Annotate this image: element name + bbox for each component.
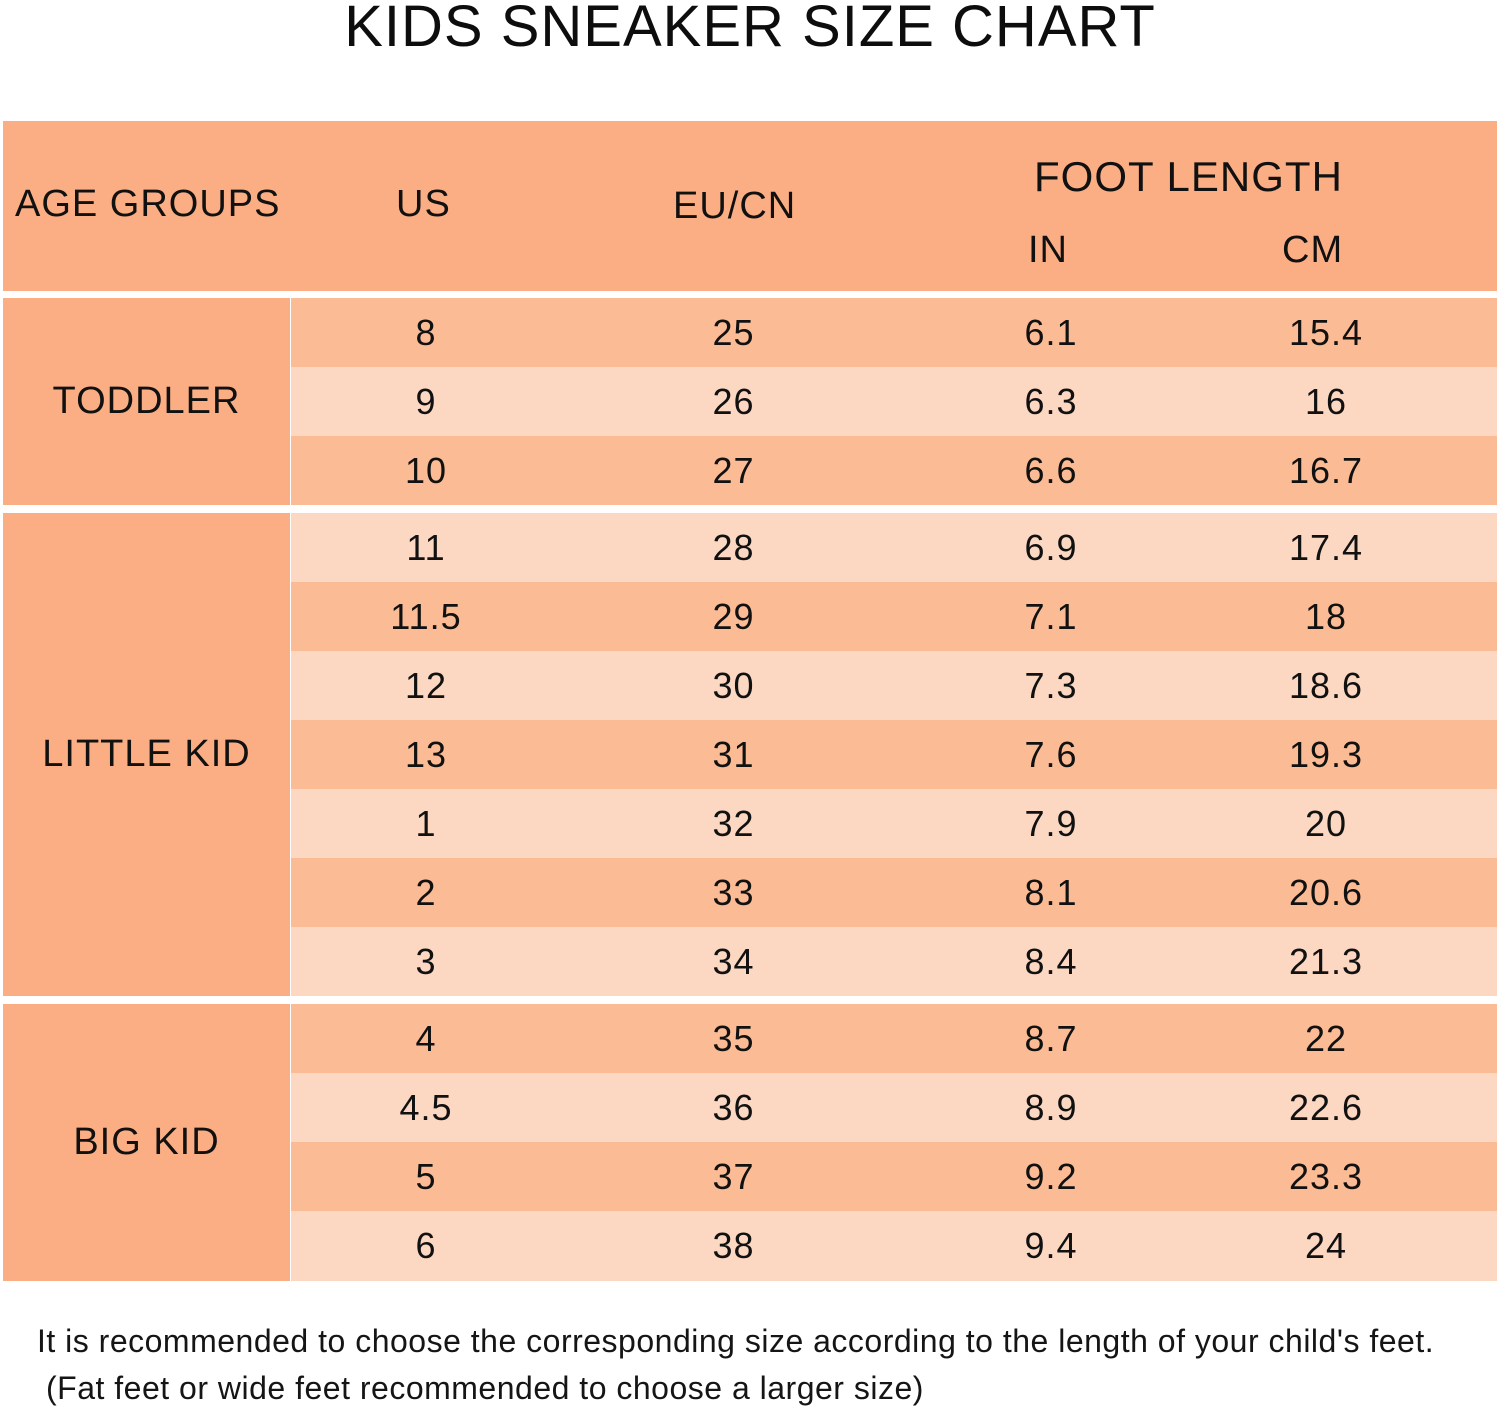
table-row: 12 30 7.3 18.6 — [291, 651, 1497, 720]
table-row: 4 35 8.7 22 — [291, 1004, 1497, 1073]
cell-cm: 23.3 — [1288, 1155, 1364, 1197]
header-foot-length: FOOT LENGTH — [1034, 153, 1343, 200]
table-row: 6 38 9.4 24 — [291, 1211, 1497, 1281]
header-age-groups: AGE GROUPS — [15, 183, 281, 225]
cell-us: 2 — [415, 871, 437, 913]
cell-eu: 37 — [712, 1155, 755, 1197]
group-toddler-label: TODDLER — [52, 380, 241, 422]
group-toddler: TODDLER — [3, 298, 290, 505]
cell-us: 8 — [415, 311, 437, 353]
cell-cm: 18.6 — [1288, 664, 1364, 706]
cell-eu: 38 — [712, 1225, 755, 1266]
cell-in: 8.9 — [1024, 1086, 1078, 1128]
cell-eu: 31 — [712, 733, 755, 775]
cell-us: 3 — [415, 940, 437, 982]
wide-feet-note: (Fat feet or wide feet recommended to ch… — [46, 1370, 924, 1406]
table-row: 9 26 6.3 16 — [291, 367, 1497, 436]
cell-eu: 34 — [712, 940, 755, 982]
cell-in: 6.6 — [1024, 449, 1078, 491]
cell-cm: 15.4 — [1288, 311, 1364, 353]
cell-eu: 25 — [712, 311, 755, 353]
cell-us: 11 — [406, 526, 446, 568]
cell-in: 6.1 — [1024, 311, 1078, 353]
cell-us: 9 — [415, 380, 437, 422]
cell-us: 11.5 — [390, 595, 462, 637]
cell-cm: 16.7 — [1288, 449, 1364, 491]
cell-in: 9.4 — [1024, 1225, 1078, 1266]
cell-us: 13 — [404, 733, 448, 775]
cell-eu: 28 — [712, 526, 755, 568]
cell-in: 7.9 — [1024, 802, 1078, 844]
cell-in: 7.3 — [1024, 664, 1078, 706]
cell-in: 7.1 — [1024, 595, 1078, 637]
cell-in: 7.6 — [1024, 733, 1078, 775]
cell-eu: 32 — [712, 802, 755, 844]
cell-us: 5 — [415, 1155, 437, 1197]
cell-cm: 18 — [1304, 595, 1348, 637]
cell-eu: 33 — [712, 871, 755, 913]
cell-us: 4 — [415, 1017, 437, 1059]
cell-eu: 30 — [712, 664, 755, 706]
cell-cm: 21.3 — [1288, 940, 1364, 982]
cell-cm: 16 — [1304, 380, 1348, 422]
cell-eu: 26 — [712, 380, 755, 422]
cell-cm: 20.6 — [1288, 871, 1364, 913]
cell-us: 12 — [404, 664, 448, 706]
table-row: 13 31 7.6 19.3 — [291, 720, 1497, 789]
cell-in: 8.1 — [1024, 871, 1078, 913]
cell-us: 1 — [415, 802, 437, 844]
cell-cm: 22 — [1304, 1017, 1348, 1059]
cell-cm: 24 — [1304, 1225, 1348, 1266]
header-eu-cn: EU/CN — [673, 185, 797, 227]
cell-cm: 22.6 — [1288, 1086, 1364, 1128]
page-title: KIDS SNEAKER SIZE CHART — [344, 0, 1156, 59]
cell-in: 8.4 — [1024, 940, 1078, 982]
cell-cm: 19.3 — [1288, 733, 1364, 775]
group-big-kid-label: BIG KID — [73, 1121, 220, 1163]
table-row: 1 32 7.9 20 — [291, 789, 1497, 858]
cell-eu: 35 — [712, 1017, 755, 1059]
group-big-kid: BIG KID — [3, 1004, 290, 1281]
cell-cm: 17.4 — [1288, 526, 1364, 568]
table-row: 2 33 8.1 20.6 — [291, 858, 1497, 927]
header-in: IN — [1028, 229, 1068, 271]
table-row: 8 25 6.1 15.4 — [291, 298, 1497, 367]
cell-in: 8.7 — [1024, 1017, 1078, 1059]
table-row: 11 28 6.9 17.4 — [291, 513, 1497, 582]
recommendation-note: It is recommended to choose the correspo… — [37, 1323, 1435, 1359]
cell-eu: 29 — [712, 595, 755, 637]
table-row: 11.5 29 7.1 18 — [291, 582, 1497, 651]
table-row: 5 37 9.2 23.3 — [291, 1142, 1497, 1211]
table-row: 3 34 8.4 21.3 — [291, 927, 1497, 996]
cell-cm: 20 — [1304, 802, 1348, 844]
cell-us: 10 — [404, 449, 448, 491]
cell-us: 6 — [415, 1225, 437, 1266]
table-row: 10 27 6.6 16.7 — [291, 436, 1497, 505]
cell-eu: 36 — [712, 1086, 755, 1128]
table-row: 4.5 36 8.9 22.6 — [291, 1073, 1497, 1142]
header-us: US — [396, 183, 451, 225]
group-little-kid-label: LITTLE KID — [42, 733, 251, 775]
cell-eu: 27 — [712, 449, 755, 491]
cell-us: 4.5 — [399, 1086, 453, 1128]
cell-in: 6.9 — [1024, 526, 1078, 568]
group-little-kid: LITTLE KID — [3, 513, 290, 996]
header-cm: CM — [1282, 229, 1344, 271]
cell-in: 6.3 — [1024, 380, 1078, 422]
table-header: AGE GROUPS US EU/CN FOOT LENGTH IN CM — [3, 121, 1497, 291]
cell-in: 9.2 — [1024, 1155, 1078, 1197]
